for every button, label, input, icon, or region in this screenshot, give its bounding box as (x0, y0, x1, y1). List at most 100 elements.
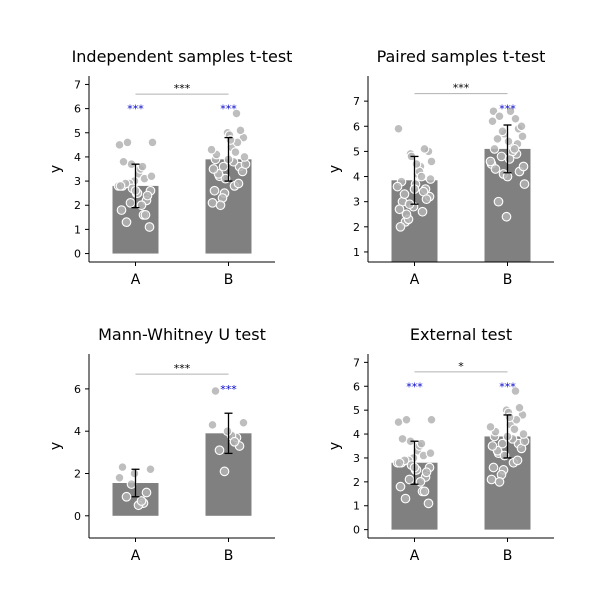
data-point (140, 210, 151, 220)
data-point (208, 164, 219, 174)
data-point (401, 414, 412, 425)
data-point (419, 486, 430, 497)
x-tick-label-B: B (503, 548, 513, 564)
x-tick-label-A: A (410, 272, 420, 288)
group-significance-B: *** (499, 103, 516, 116)
group-significance-B: *** (499, 380, 516, 393)
data-point (488, 462, 499, 473)
comparison-significance: * (458, 360, 464, 373)
y-tick-label: 6 (353, 120, 360, 133)
data-point (122, 137, 133, 148)
y-tick-label: 4 (353, 428, 360, 441)
data-point (395, 221, 406, 232)
data-point (485, 422, 496, 432)
y-axis-label: y (327, 442, 343, 450)
y-tick-label: 6 (74, 103, 81, 116)
data-point (115, 181, 126, 191)
data-point (114, 472, 125, 483)
data-point (493, 196, 504, 207)
x-tick-label-A: A (131, 272, 141, 288)
y-tick-label: 0 (74, 248, 81, 261)
data-point (401, 209, 412, 220)
data-point (423, 498, 434, 509)
data-point (411, 159, 422, 169)
data-point (118, 156, 129, 167)
data-point (494, 476, 505, 487)
data-point (121, 491, 132, 502)
data-point (421, 194, 432, 205)
data-point (419, 144, 430, 154)
data-point (238, 417, 249, 428)
data-point (136, 496, 147, 506)
data-point (141, 487, 152, 498)
chart-panel-3: Mann-Whitney U test y A *** B *** 0 2 4 6 (48, 325, 275, 564)
data-point (394, 204, 405, 215)
data-point (239, 152, 250, 162)
y-tick-label: 5 (353, 404, 360, 417)
y-axis-label: y (327, 165, 343, 173)
data-point (393, 123, 404, 134)
data-point (426, 156, 437, 167)
data-point (425, 174, 436, 184)
data-point (126, 479, 137, 489)
data-point (416, 171, 427, 182)
data-point (404, 474, 415, 485)
data-point (516, 121, 527, 132)
data-point (121, 217, 132, 227)
data-point (501, 211, 512, 222)
data-point (209, 185, 220, 196)
data-point (489, 144, 500, 154)
data-point (417, 206, 428, 217)
data-point (487, 116, 498, 127)
data-point (421, 467, 432, 478)
y-tick-label: 5 (74, 127, 81, 140)
group-significance-B: *** (220, 103, 237, 116)
data-point (125, 197, 136, 208)
y-tick-label: 0 (74, 510, 81, 523)
y-tick-label: 2 (353, 476, 360, 489)
x-tick-label-A: A (131, 548, 141, 564)
y-tick-label: 0 (353, 524, 360, 537)
data-point (517, 131, 528, 142)
data-point (231, 108, 242, 119)
x-tick-label-B: B (503, 272, 513, 288)
chart-panel-4: External test y *** A *** B * 0 1 2 3 4 5 6 7 (327, 325, 554, 564)
y-tick-label: 4 (74, 151, 81, 164)
data-point (207, 197, 218, 208)
y-tick-label: 1 (353, 246, 360, 259)
data-point (399, 189, 410, 199)
group-significance-B: *** (220, 383, 237, 396)
data-point (504, 154, 515, 164)
comparison-significance: *** (453, 82, 470, 95)
y-tick-label: 4 (74, 425, 81, 438)
data-point (509, 424, 520, 435)
data-point (230, 147, 241, 157)
y-tick-label: 2 (74, 199, 81, 212)
y-tick-label: 6 (74, 383, 81, 396)
data-point (425, 448, 436, 459)
data-point (395, 481, 406, 492)
y-tick-label: 4 (353, 171, 360, 184)
data-point (144, 222, 155, 232)
data-point (142, 190, 153, 201)
data-point (519, 179, 530, 189)
data-point (502, 171, 513, 182)
data-point (397, 433, 408, 444)
data-point (416, 438, 427, 449)
data-point (494, 111, 505, 122)
y-tick-label: 5 (353, 145, 360, 158)
chart-title: Independent samples t-test (72, 47, 293, 66)
data-point (146, 171, 157, 182)
data-point (510, 386, 521, 396)
chart-title: Mann-Whitney U test (98, 325, 266, 344)
y-axis-label: y (48, 442, 64, 450)
data-point (400, 493, 411, 504)
y-tick-label: 3 (353, 196, 360, 209)
data-point (233, 178, 244, 189)
data-point (426, 414, 437, 425)
data-point (235, 125, 246, 136)
data-point (145, 464, 156, 475)
chart-title: External test (410, 325, 512, 344)
y-tick-label: 3 (74, 175, 81, 188)
